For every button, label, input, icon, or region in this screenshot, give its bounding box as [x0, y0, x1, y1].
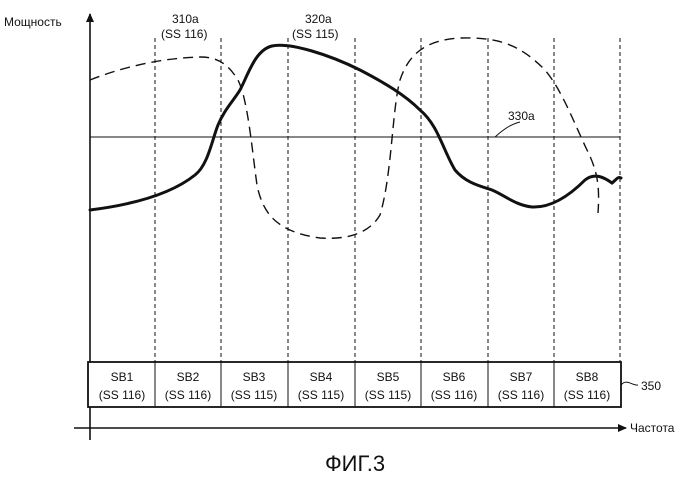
subband-station-6: (SS 116)	[431, 388, 477, 402]
subband-name-2: SB2	[177, 370, 200, 384]
subband-station-3: (SS 115)	[231, 388, 277, 402]
solid-curve-sub: (SS 115)	[292, 27, 338, 41]
subband-name-1: SB1	[111, 370, 134, 384]
subband-station-2: (SS 116)	[165, 388, 211, 402]
dashed-curve-sub: (SS 116)	[161, 27, 207, 41]
y-axis-label: Мощность	[4, 15, 62, 29]
subband-station-7: (SS 116)	[498, 388, 544, 402]
figure-caption: ФИГ.3	[325, 451, 385, 476]
subband-station-4: (SS 115)	[298, 388, 344, 402]
subband-name-5: SB5	[377, 370, 400, 384]
solid-curve-label: 320a	[305, 12, 332, 26]
subband-name-8: SB8	[576, 370, 599, 384]
subband-name-6: SB6	[443, 370, 466, 384]
threshold-label: 330a	[508, 109, 535, 123]
subband-station-5: (SS 115)	[365, 388, 411, 402]
dashed-curve-label: 310a	[172, 12, 199, 26]
subband-station-8: (SS 116)	[564, 388, 610, 402]
x-axis-label: Частота	[630, 421, 675, 435]
threshold-leader	[495, 122, 520, 137]
subband-name-7: SB7	[510, 370, 533, 384]
subband-name-3: SB3	[243, 370, 266, 384]
subband-name-4: SB4	[310, 370, 333, 384]
table-ref-label: 350	[641, 379, 661, 393]
subband-station-1: (SS 116)	[99, 388, 145, 402]
table-ref-leader	[621, 382, 638, 385]
dashed-power-curve	[90, 38, 599, 238]
